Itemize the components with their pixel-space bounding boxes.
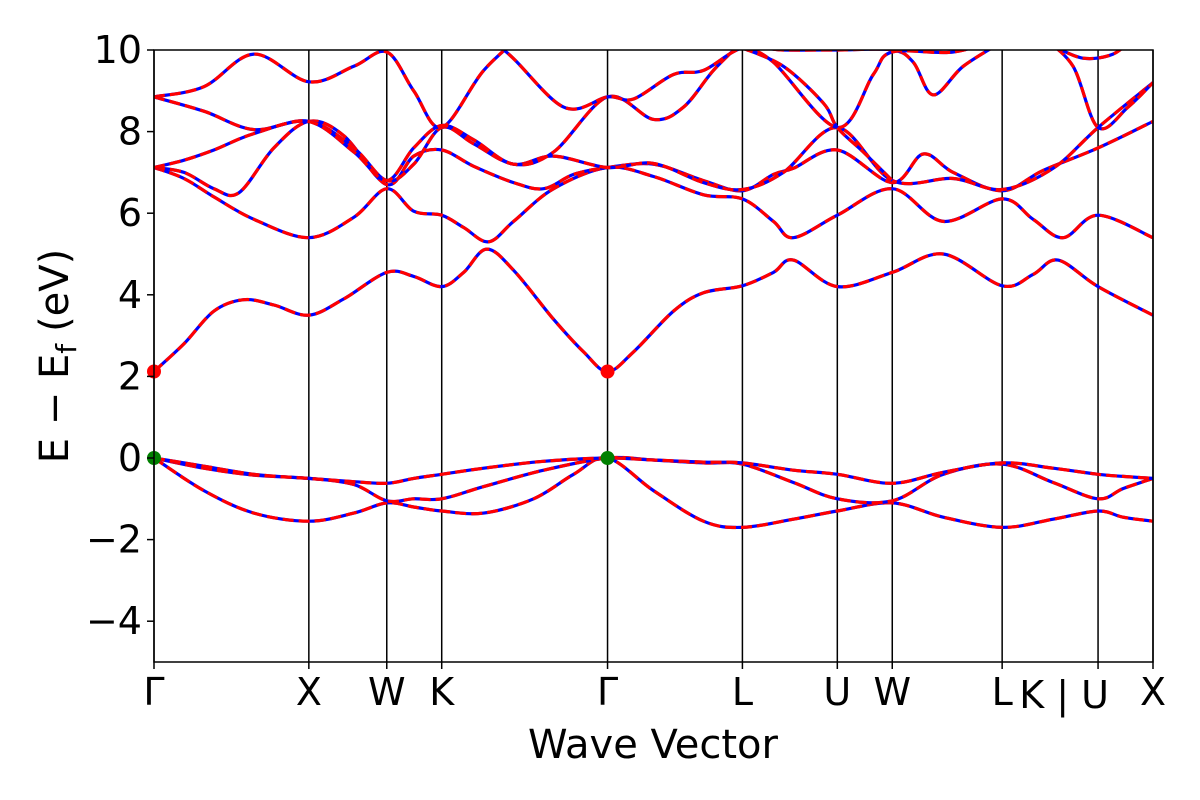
- band-conduction-6-dashed: [154, 50, 737, 183]
- y-tick-label: 0: [118, 436, 142, 480]
- band-conduction-9-dashed: [743, 50, 894, 182]
- x-axis-title: Wave Vector: [528, 722, 779, 768]
- x-tick-label: K: [429, 670, 455, 714]
- x-tick-label: L: [732, 670, 753, 714]
- band-conduction-11-dashed: [1057, 50, 1123, 61]
- y-tick-label: 10: [94, 28, 142, 72]
- band-conduction-10-solid: [1056, 50, 1153, 131]
- y-tick-label: 6: [118, 191, 142, 235]
- y-axis-title-unit: (eV): [32, 249, 78, 332]
- y-axis: −4 −2 0 2 4 6 8 10: [86, 28, 154, 643]
- band-valence-1-dashed: [154, 456, 1153, 486]
- x-tick-label: W: [873, 670, 911, 714]
- band-conduction-5-dashed: [154, 50, 507, 130]
- y-tick-label: 2: [118, 354, 142, 398]
- cbm-marker: [600, 364, 615, 379]
- band-conduction-1-dashed: [154, 247, 1153, 374]
- band-valence-2-dashed: [154, 455, 1153, 505]
- x-tick-label: L: [992, 670, 1013, 714]
- y-axis-title: E − Ef (eV): [32, 249, 83, 464]
- band-edge-markers: [147, 364, 615, 465]
- x-tick-label: K | U: [1019, 673, 1109, 718]
- y-tick-label: 8: [118, 110, 142, 154]
- x-tick-label: X: [1140, 670, 1166, 714]
- bands: [154, 50, 1153, 530]
- x-tick-label: U: [823, 670, 851, 714]
- vbm-marker: [600, 451, 615, 465]
- y-axis-title-subscript: f: [50, 343, 83, 354]
- y-tick-label: −2: [86, 518, 142, 562]
- band-valence-3-dashed: [154, 456, 1153, 530]
- x-tick-label: Γ: [597, 670, 618, 714]
- plot-frame: [153, 49, 1154, 663]
- y-tick-label: −4: [86, 599, 142, 643]
- band-conduction-3-dashed: [154, 119, 1153, 198]
- x-tick-label: Γ: [143, 670, 164, 714]
- x-tick-label: X: [296, 670, 322, 714]
- plot-background: [154, 50, 1153, 662]
- y-tick-label: 4: [118, 273, 142, 317]
- x-tick-label: W: [368, 670, 406, 714]
- y-axis-title-main: E − E: [32, 354, 78, 464]
- band-conduction-7-dashed: [500, 50, 992, 111]
